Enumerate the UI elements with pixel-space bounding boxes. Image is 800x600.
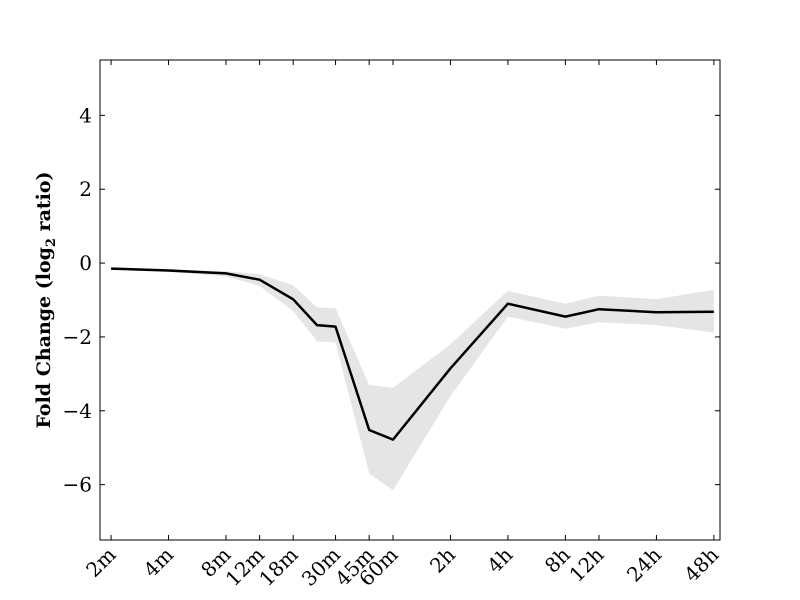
y-axis-label-tail: ratio) [33,171,55,238]
confidence-band-layer [111,267,714,491]
y-tick-label: 2 [79,177,92,201]
y-tick-label: 0 [79,251,92,275]
ticks-layer [100,60,720,540]
x-tick-label: 48h [679,542,723,586]
x-tick-label: 4m [139,543,178,582]
confidence-band [111,267,714,491]
x-tick-label: 18m [254,543,302,591]
x-tick-label: 24h [622,542,666,586]
x-tick-label: 4h [482,542,517,577]
y-axis-label: Fold Change (log2 ratio) [33,171,59,428]
x-tick-label: 12h [564,542,608,586]
axes-layer [99,59,721,541]
y-tick-label: −4 [63,399,92,423]
y-tick-label: 4 [79,103,92,127]
x-tick-label: 2h [425,542,460,577]
x-tick-label: 2m [81,543,120,582]
series-line-layer [111,267,714,441]
y-tick-label: −6 [63,473,92,497]
series-line [111,267,714,441]
plot-frame [99,59,721,541]
y-axis-label-main: Fold Change (log [33,247,55,428]
y-axis-label-subscript: 2 [44,238,59,247]
y-tick-label: −2 [63,325,92,349]
